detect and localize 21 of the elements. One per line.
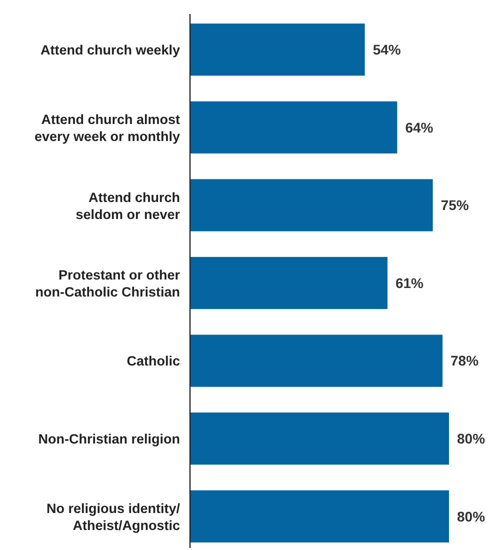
y-tick-label: Non-Christian religion	[38, 431, 180, 446]
y-tick-label: Attend church almost every week or monthly	[34, 112, 181, 144]
bar	[190, 490, 449, 542]
bar	[190, 256, 388, 310]
data-label: 54%	[372, 42, 402, 58]
data-label: 61%	[395, 274, 424, 291]
bar	[190, 179, 433, 232]
bar	[190, 334, 443, 387]
bar	[190, 412, 449, 465]
data-label: 75%	[440, 197, 470, 214]
data-label: 78%	[450, 352, 480, 369]
y-tick-label: Attend church seldom or never	[76, 190, 181, 222]
data-label: 80%	[457, 430, 486, 446]
data-label: 80%	[457, 508, 486, 524]
bar	[190, 101, 398, 154]
bar	[190, 24, 365, 76]
y-tick-label: No religious identity/ Atheist/Agnostic	[46, 501, 180, 534]
data-label: 64%	[405, 119, 434, 136]
y-tick-label: Catholic	[126, 354, 180, 369]
y-tick-label: Attend church weekly	[40, 42, 180, 58]
y-tick-label: Protestant or other non-Catholic Christian	[35, 268, 181, 300]
